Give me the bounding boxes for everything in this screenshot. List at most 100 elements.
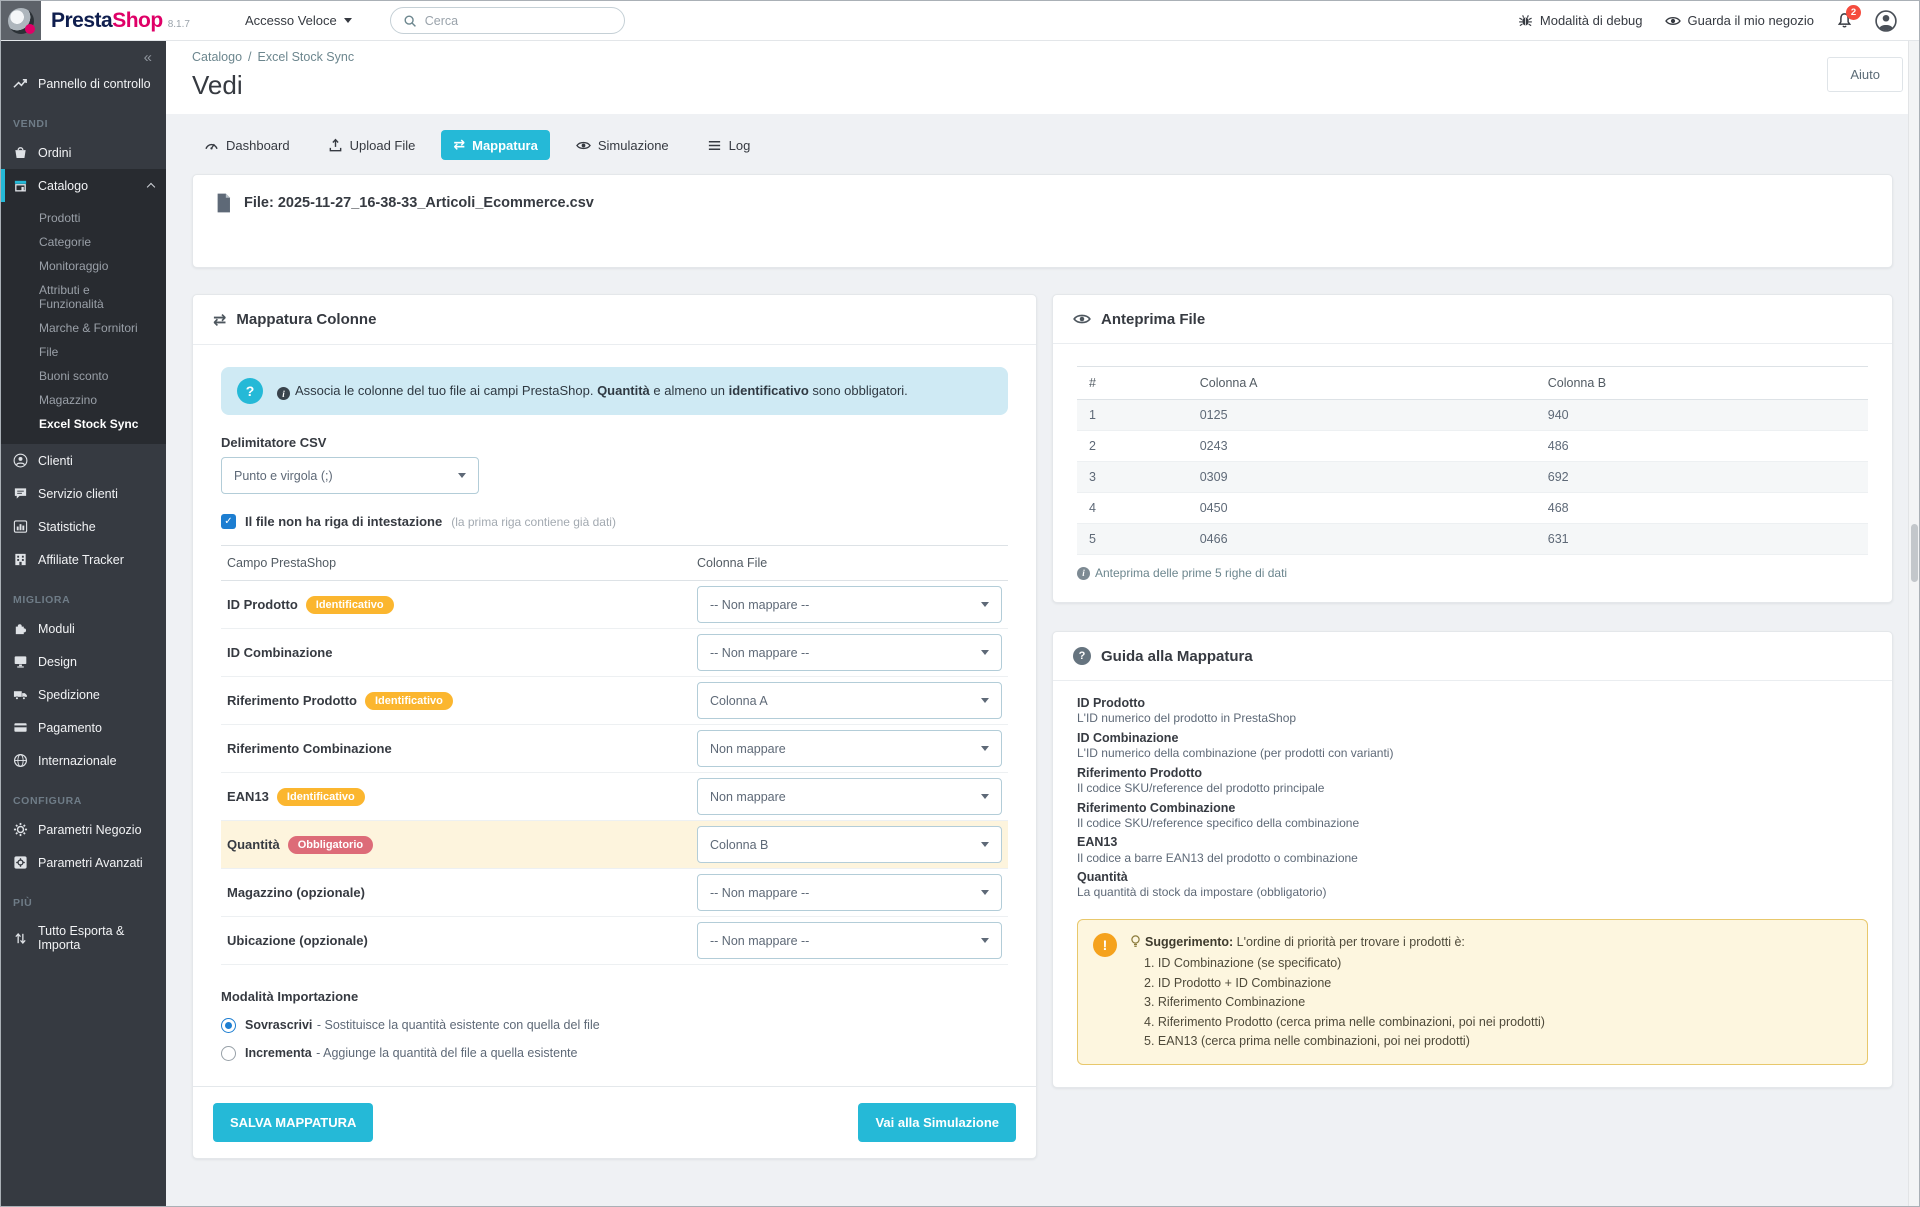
radio-selected[interactable] (221, 1018, 236, 1033)
mapping-card-title: Mappatura Colonne (236, 311, 376, 328)
view-shop-link[interactable]: Guarda il mio negozio (1665, 13, 1814, 29)
column-select[interactable]: -- Non mappare -- (697, 922, 1002, 959)
prestashop-mascot-icon (8, 8, 34, 34)
sidebar-item-pagamento[interactable]: Pagamento (1, 711, 166, 744)
tab-mappatura[interactable]: ⇄ Mappatura (441, 130, 549, 160)
mode-sovrascrivi-radio[interactable]: Sovrascrivi - Sostituisce la quantità es… (221, 1016, 1008, 1034)
checkbox-checked[interactable]: ✓ (221, 514, 236, 529)
sidebar-item-spedizione[interactable]: Spedizione (1, 678, 166, 711)
guide-term: EAN13 (1077, 834, 1868, 850)
sidebar-item-label: Servizio clienti (38, 487, 118, 501)
info-text-part: e almeno un (650, 383, 729, 398)
sidebar-item-moduli[interactable]: Moduli (1, 612, 166, 645)
col-file-header: Colonna File (697, 556, 1002, 570)
mode-incrementa-radio[interactable]: Incrementa - Aggiunge la quantità del fi… (221, 1044, 1008, 1062)
preview-card: Anteprima File # Colonna A Colonna B (1052, 294, 1893, 603)
quick-access-label: Accesso Veloce (245, 13, 337, 28)
guide-desc: Il codice a barre EAN13 del prodotto o c… (1077, 851, 1868, 867)
guide-term: Riferimento Combinazione (1077, 800, 1868, 816)
sidebar-item-buoni-sconto[interactable]: Buoni sconto (1, 364, 166, 388)
help-button[interactable]: Aiuto (1827, 57, 1903, 92)
delimiter-select[interactable]: Punto e virgola (;) (221, 457, 479, 494)
sidebar-item-internazionale[interactable]: Internazionale (1, 744, 166, 777)
sidebar-item-categorie[interactable]: Categorie (1, 230, 166, 254)
chevron-down-icon (981, 650, 989, 655)
sidebar-item-affiliate-tracker[interactable]: Affiliate Tracker (1, 543, 166, 576)
sidebar-item-parametri-negozio[interactable]: Parametri Negozio (1, 813, 166, 846)
sidebar-item-dashboard[interactable]: Pannello di controllo (1, 67, 166, 100)
mapping-card: ⇄ Mappatura Colonne ? iAssocia le colonn… (192, 294, 1037, 1159)
go-to-simulation-button[interactable]: Vai alla Simulazione (858, 1103, 1016, 1142)
sidebar-item-servizio-clienti[interactable]: Servizio clienti (1, 477, 166, 510)
sidebar-item-design[interactable]: Design (1, 645, 166, 678)
sidebar-item-label: Parametri Avanzati (38, 856, 143, 870)
column-select[interactable]: -- Non mappare -- (697, 874, 1002, 911)
profile-avatar[interactable] (1875, 10, 1897, 32)
tab-simulazione[interactable]: Simulazione (564, 131, 681, 160)
save-mapping-button[interactable]: SALVA MAPPATURA (213, 1103, 373, 1142)
sidebar-item-ordini[interactable]: Ordini (1, 136, 166, 169)
chevron-down-icon (981, 794, 989, 799)
sidebar-item-monitoraggio[interactable]: Monitoraggio (1, 254, 166, 278)
sidebar-item-magazzino[interactable]: Magazzino (1, 388, 166, 412)
sidebar-item-parametri-avanzati[interactable]: Parametri Avanzati (1, 846, 166, 879)
mapping-row-id-prodotto: ID ProdottoIdentificativo -- Non mappare… (221, 581, 1008, 629)
column-select[interactable]: Non mappare (697, 730, 1002, 767)
identificativo-badge: Identificativo (277, 788, 365, 806)
breadcrumb-separator: / (248, 50, 251, 64)
prestashop-logo[interactable] (1, 1, 41, 40)
search-input[interactable] (425, 14, 575, 28)
field-label: Quantità (227, 837, 280, 852)
sidebar-item-marche[interactable]: Marche & Fornitori (1, 316, 166, 340)
prestashop-admin: Presta Shop 8.1.7 Accesso Veloce Modalit… (0, 0, 1920, 1207)
tab-upload-file[interactable]: Upload File (316, 131, 428, 160)
global-search[interactable] (390, 7, 625, 34)
column-select[interactable]: Colonna B (697, 826, 1002, 863)
breadcrumb-catalogo[interactable]: Catalogo (192, 50, 242, 64)
module-tabs: Dashboard Upload File ⇄ Mappatura Simula… (166, 114, 1919, 174)
truck-icon (13, 687, 28, 702)
file-icon (215, 193, 232, 213)
sidebar-item-file[interactable]: File (1, 340, 166, 364)
notifications-button[interactable]: 2 (1836, 12, 1853, 29)
page-title: Vedi (192, 70, 1893, 101)
sidebar-item-statistiche[interactable]: Statistiche (1, 510, 166, 543)
sidebar-collapse-button[interactable]: « (144, 49, 152, 66)
chevron-down-icon (981, 602, 989, 607)
column-select[interactable]: Colonna A (697, 682, 1002, 719)
priority-list: 1. ID Combinazione (se specificato) 2. I… (1130, 954, 1545, 1051)
scrollbar-thumb[interactable] (1911, 524, 1918, 582)
shopping-bag-icon (13, 145, 28, 160)
breadcrumb-current: Excel Stock Sync (258, 50, 355, 64)
tab-log[interactable]: Log (695, 131, 763, 160)
select-value: Colonna B (710, 838, 768, 852)
field-label: ID Prodotto (227, 597, 298, 612)
sidebar-item-catalogo[interactable]: Catalogo (1, 169, 166, 202)
debug-mode-link[interactable]: Modalità di debug (1518, 13, 1643, 28)
top-right-actions: Modalità di debug Guarda il mio negozio … (1518, 10, 1919, 32)
notification-badge: 2 (1846, 5, 1861, 20)
sidebar-item-tutto-esporta-importa[interactable]: Tutto Esporta & Importa (1, 915, 166, 961)
sidebar-section-configura: CONFIGURA (1, 777, 166, 813)
radio-unselected[interactable] (221, 1046, 236, 1061)
no-header-checkbox-row[interactable]: ✓ Il file non ha riga di intestazione (l… (221, 514, 1008, 529)
quick-access-menu[interactable]: Accesso Veloce (245, 13, 352, 28)
sidebar-item-clienti[interactable]: Clienti (1, 444, 166, 477)
tab-dashboard[interactable]: Dashboard (192, 131, 302, 160)
priority-item: 1. ID Combinazione (se specificato) (1144, 954, 1545, 973)
column-select[interactable]: Non mappare (697, 778, 1002, 815)
sidebar-item-excel-stock-sync[interactable]: Excel Stock Sync (1, 412, 166, 436)
column-select[interactable]: -- Non mappare -- (697, 634, 1002, 671)
chevron-up-icon (147, 183, 155, 191)
gear-icon (13, 822, 28, 837)
info-text-bold: Quantità (597, 383, 650, 398)
sidebar-item-prodotti[interactable]: Prodotti (1, 206, 166, 230)
sidebar-section-vendi: VENDI (1, 100, 166, 136)
col-field-header: Campo PrestaShop (227, 556, 697, 570)
preview-row: 40450468 (1077, 493, 1868, 524)
guide-desc: L'ID numerico del prodotto in PrestaShop (1077, 711, 1868, 727)
column-select[interactable]: -- Non mappare -- (697, 586, 1002, 623)
priority-item: 2. ID Prodotto + ID Combinazione (1144, 974, 1545, 993)
vertical-scrollbar[interactable] (1908, 41, 1919, 1206)
sidebar-item-attributi[interactable]: Attributi e Funzionalità (1, 278, 166, 316)
